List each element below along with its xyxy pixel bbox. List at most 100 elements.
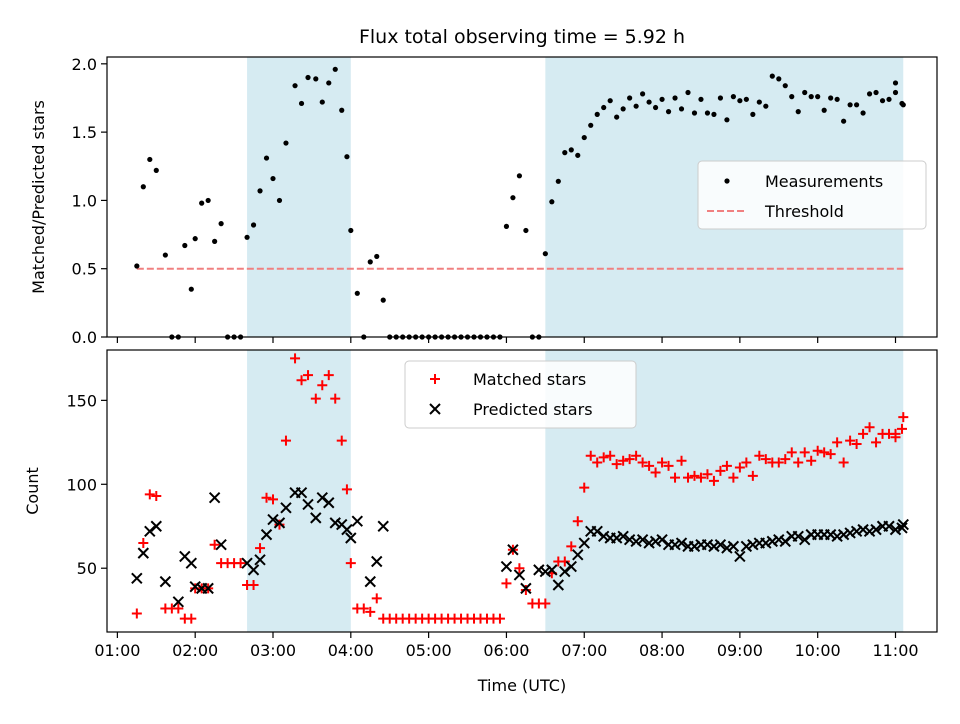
data-point (345, 558, 356, 569)
y-axis-label-top: Matched/Predicted stars (29, 100, 48, 294)
x-tick-label: 09:00 (717, 641, 763, 660)
data-point (540, 598, 551, 609)
data-point (244, 234, 250, 240)
data-point (270, 175, 276, 182)
data-point (261, 492, 272, 503)
data-point (715, 465, 726, 476)
data-point (896, 522, 908, 534)
data-point (883, 520, 895, 532)
data-point (857, 523, 869, 536)
data-point (341, 523, 353, 536)
data-point (380, 297, 386, 303)
data-point (617, 530, 629, 543)
data-point (283, 140, 289, 146)
data-point (162, 252, 168, 258)
data-point (188, 286, 194, 292)
data-point (250, 222, 257, 228)
data-point (611, 459, 622, 470)
data-point (215, 539, 227, 551)
data-point (274, 519, 285, 530)
data-point (649, 535, 662, 548)
data-point (507, 544, 519, 556)
data-point (329, 517, 341, 529)
data-point (627, 95, 633, 101)
plot-frame (106, 349, 938, 633)
data-point (657, 457, 668, 468)
data-point (740, 540, 753, 553)
data-point (633, 103, 639, 109)
data-point (585, 450, 596, 461)
y-tick-label: 150 (66, 391, 97, 410)
data-point (182, 242, 188, 249)
data-point (513, 569, 526, 581)
shaded-interval (247, 57, 351, 337)
data-point (844, 527, 856, 539)
series-measurements (134, 66, 906, 340)
data-point (640, 91, 646, 97)
x-tick-label: 01:00 (94, 641, 140, 660)
data-point (663, 460, 674, 471)
x-tick-label: 06:00 (483, 641, 529, 660)
data-point (782, 83, 788, 89)
data-point (847, 102, 853, 108)
data-point (701, 539, 714, 551)
legend-marker-predicted (429, 403, 441, 415)
x-tick-label: 08:00 (639, 641, 685, 660)
data-point (646, 99, 652, 105)
data-point (137, 547, 150, 559)
data-point (853, 102, 860, 108)
data-point (371, 593, 382, 604)
data-point (630, 535, 642, 548)
data-point (310, 512, 322, 524)
data-point (734, 462, 745, 473)
data-point (151, 491, 162, 502)
data-point (134, 263, 140, 269)
legend-top: Measurements Threshold (697, 160, 927, 230)
data-point (889, 523, 902, 536)
x-tick-label: 11:00 (872, 641, 918, 660)
data-point (858, 428, 869, 439)
data-point (754, 450, 765, 461)
data-point (845, 435, 856, 446)
data-point (691, 110, 698, 116)
data-point (159, 575, 172, 588)
data-point (741, 457, 752, 468)
data-point (572, 549, 584, 561)
data-point (776, 76, 782, 82)
data-point (850, 525, 863, 537)
data-point (235, 558, 246, 569)
data-point (199, 200, 205, 206)
data-point (597, 530, 610, 543)
data-point (523, 227, 529, 234)
data-point (623, 533, 636, 546)
data-point (268, 494, 278, 505)
data-point (572, 516, 583, 527)
data-point (730, 94, 736, 100)
y-tick-label: 50 (77, 559, 97, 578)
data-point (702, 469, 713, 480)
data-point (330, 393, 341, 404)
data-point (743, 96, 749, 102)
data-point (594, 111, 600, 117)
data-point (890, 432, 901, 443)
x-tick-label: 03:00 (250, 641, 296, 660)
data-point (205, 197, 211, 204)
chart-title: Flux total observing time = 5.92 h (359, 26, 685, 48)
data-point (799, 447, 810, 458)
data-point (601, 104, 607, 111)
data-point (670, 472, 681, 483)
x-axis-label: Time (UTC) (477, 676, 566, 695)
data-point (364, 575, 376, 588)
data-point (559, 565, 571, 578)
data-point (605, 450, 616, 461)
data-point (769, 73, 775, 79)
data-point (575, 152, 581, 158)
data-point (510, 195, 516, 201)
data-point (644, 460, 655, 471)
data-point (598, 452, 609, 463)
data-point (650, 467, 661, 478)
data-point (672, 95, 678, 101)
data-point (516, 173, 523, 179)
data-point (675, 537, 688, 549)
data-point (841, 118, 847, 124)
